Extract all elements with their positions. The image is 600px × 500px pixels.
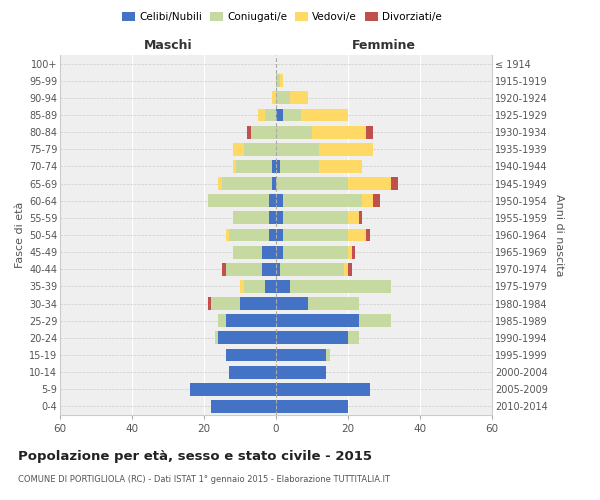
Bar xyxy=(211,297,240,310)
Bar xyxy=(229,228,269,241)
Bar xyxy=(251,126,276,138)
Bar xyxy=(290,92,308,104)
Bar xyxy=(233,246,262,258)
Bar xyxy=(262,263,276,276)
Bar xyxy=(272,177,276,190)
Bar xyxy=(211,400,276,413)
Bar xyxy=(280,74,283,87)
Bar xyxy=(366,126,373,138)
Bar xyxy=(218,314,226,327)
Bar xyxy=(301,108,348,122)
Bar xyxy=(190,383,276,396)
Bar xyxy=(236,160,272,173)
Bar xyxy=(272,160,276,173)
Bar xyxy=(348,246,352,258)
Bar xyxy=(247,126,251,138)
Bar xyxy=(276,280,290,293)
Text: Popolazione per età, sesso e stato civile - 2015: Popolazione per età, sesso e stato civil… xyxy=(18,450,372,463)
Legend: Celibi/Nubili, Coniugati/e, Vedovi/e, Divorziati/e: Celibi/Nubili, Coniugati/e, Vedovi/e, Di… xyxy=(118,8,446,26)
Bar xyxy=(348,263,352,276)
Bar xyxy=(208,297,211,310)
Bar xyxy=(373,194,380,207)
Bar xyxy=(265,108,276,122)
Bar xyxy=(276,263,280,276)
Bar xyxy=(244,143,276,156)
Bar xyxy=(276,143,319,156)
Bar xyxy=(276,74,280,87)
Text: Femmine: Femmine xyxy=(352,38,416,52)
Bar xyxy=(308,297,359,310)
Bar xyxy=(276,126,312,138)
Bar xyxy=(280,263,344,276)
Bar xyxy=(290,280,391,293)
Bar xyxy=(326,348,330,362)
Bar xyxy=(359,212,362,224)
Bar xyxy=(265,280,276,293)
Bar xyxy=(276,383,370,396)
Bar xyxy=(226,348,276,362)
Bar xyxy=(222,263,226,276)
Bar xyxy=(276,228,283,241)
Bar xyxy=(276,194,283,207)
Bar xyxy=(215,332,218,344)
Y-axis label: Fasce di età: Fasce di età xyxy=(14,202,25,268)
Text: COMUNE DI PORTIGLIOLA (RC) - Dati ISTAT 1° gennaio 2015 - Elaborazione TUTTITALI: COMUNE DI PORTIGLIOLA (RC) - Dati ISTAT … xyxy=(18,475,390,484)
Bar xyxy=(222,177,272,190)
Bar xyxy=(366,228,370,241)
Bar xyxy=(218,332,276,344)
Bar xyxy=(233,212,269,224)
Bar xyxy=(218,177,222,190)
Bar xyxy=(348,212,359,224)
Bar xyxy=(391,177,398,190)
Bar xyxy=(208,194,269,207)
Bar xyxy=(348,177,391,190)
Bar xyxy=(359,314,391,327)
Bar xyxy=(258,108,265,122)
Bar xyxy=(276,160,280,173)
Bar xyxy=(244,280,265,293)
Bar xyxy=(262,246,276,258)
Bar xyxy=(352,246,355,258)
Bar xyxy=(348,332,359,344)
Bar xyxy=(362,194,373,207)
Bar xyxy=(276,314,359,327)
Bar xyxy=(276,92,290,104)
Bar xyxy=(319,160,362,173)
Bar xyxy=(226,314,276,327)
Bar xyxy=(348,228,366,241)
Bar xyxy=(319,143,373,156)
Bar xyxy=(276,108,283,122)
Bar xyxy=(233,160,236,173)
Bar xyxy=(233,143,244,156)
Bar xyxy=(283,228,348,241)
Bar xyxy=(226,228,229,241)
Bar xyxy=(272,92,276,104)
Bar xyxy=(276,348,326,362)
Bar xyxy=(276,366,326,378)
Text: Maschi: Maschi xyxy=(143,38,193,52)
Bar xyxy=(283,194,362,207)
Bar xyxy=(276,297,308,310)
Bar xyxy=(269,212,276,224)
Bar xyxy=(312,126,366,138)
Bar xyxy=(240,280,244,293)
Bar xyxy=(283,212,348,224)
Bar xyxy=(283,246,348,258)
Bar xyxy=(344,263,348,276)
Bar xyxy=(276,400,348,413)
Y-axis label: Anni di nascita: Anni di nascita xyxy=(554,194,565,276)
Bar xyxy=(276,177,348,190)
Bar xyxy=(226,263,262,276)
Bar xyxy=(240,297,276,310)
Bar xyxy=(269,228,276,241)
Bar xyxy=(229,366,276,378)
Bar xyxy=(276,332,348,344)
Bar xyxy=(283,108,301,122)
Bar xyxy=(276,246,283,258)
Bar xyxy=(269,194,276,207)
Bar xyxy=(276,212,283,224)
Bar xyxy=(280,160,319,173)
